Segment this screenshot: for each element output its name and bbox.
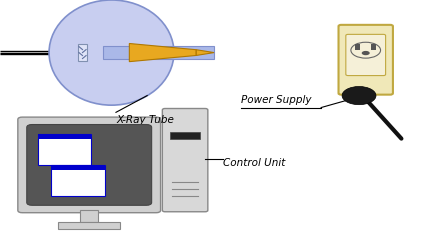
- Bar: [58, 222, 120, 229]
- Bar: [51, 165, 105, 196]
- Bar: [38, 134, 91, 165]
- Circle shape: [351, 42, 380, 58]
- Text: Control Unit: Control Unit: [223, 158, 285, 168]
- Bar: [80, 210, 98, 222]
- Text: Power Supply: Power Supply: [241, 95, 311, 105]
- Bar: [355, 44, 360, 50]
- FancyBboxPatch shape: [27, 125, 152, 205]
- Text: X-Ray Tube: X-Ray Tube: [116, 115, 174, 125]
- Bar: [170, 132, 200, 139]
- FancyBboxPatch shape: [18, 117, 161, 213]
- FancyBboxPatch shape: [162, 109, 208, 212]
- Bar: [78, 44, 87, 61]
- Polygon shape: [196, 50, 214, 55]
- Bar: [371, 44, 376, 50]
- FancyBboxPatch shape: [339, 25, 393, 95]
- Bar: [51, 165, 105, 170]
- Circle shape: [342, 87, 376, 105]
- Polygon shape: [129, 43, 196, 62]
- Bar: [103, 46, 214, 59]
- FancyBboxPatch shape: [346, 34, 386, 76]
- Bar: [38, 134, 91, 139]
- Ellipse shape: [49, 0, 174, 105]
- Circle shape: [362, 51, 370, 55]
